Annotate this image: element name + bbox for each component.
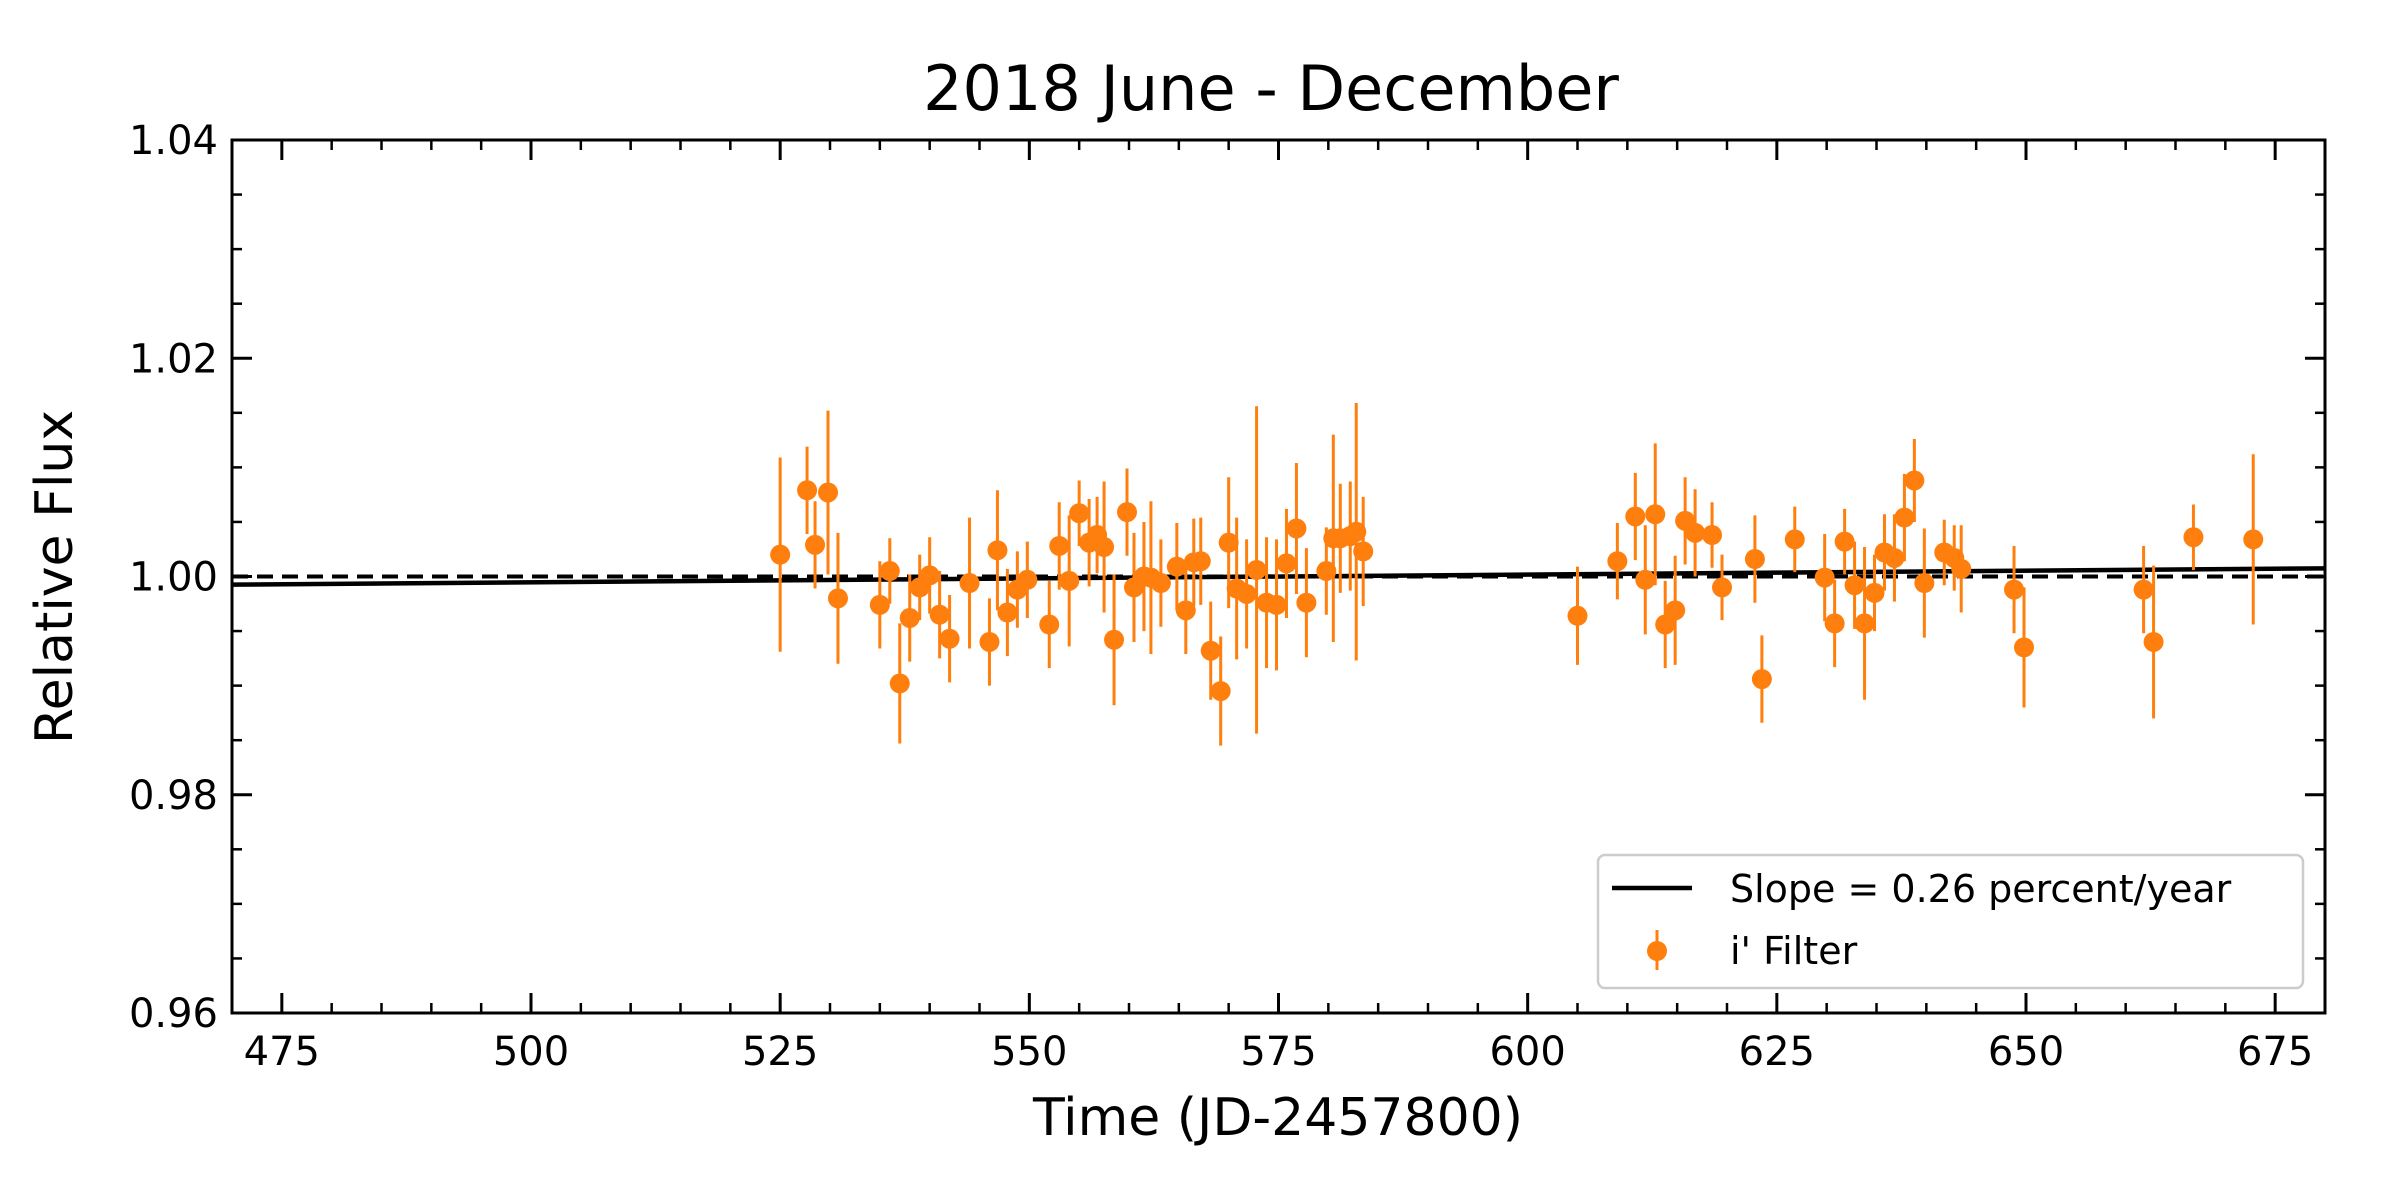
chart-title: 2018 June - December (923, 52, 1619, 125)
plot-area (232, 402, 2325, 746)
data-point (1039, 614, 1060, 635)
data-point (805, 534, 826, 555)
data-point (1712, 577, 1733, 598)
data-point (1017, 569, 1038, 590)
data-point (1166, 556, 1187, 577)
data-point (797, 480, 818, 501)
data-point (1276, 553, 1297, 574)
data-point (1894, 507, 1915, 528)
data-point (919, 565, 940, 586)
y-tick-label: 0.96 (129, 991, 218, 1037)
data-point (1218, 532, 1239, 553)
data-point (1353, 541, 1374, 562)
data-point (1814, 567, 1835, 588)
x-tick-label: 550 (991, 1029, 1067, 1075)
data-point (1296, 592, 1317, 613)
data-point (1854, 613, 1875, 634)
data-point (1904, 470, 1925, 491)
data-point (979, 631, 1000, 652)
data-point (1266, 594, 1287, 615)
x-tick-label: 625 (1739, 1029, 1815, 1075)
data-point (1645, 504, 1666, 525)
axis-ticks: 475 500 525 550 575 600 625 650 675 0.96 0.98 1.00 1… (129, 118, 2325, 1075)
data-point (1236, 583, 1257, 604)
data-point (869, 594, 890, 615)
data-point (1914, 573, 1935, 594)
data-point (959, 573, 980, 594)
data-point (899, 607, 920, 628)
legend-points-swatch (1647, 941, 1667, 961)
data-point (770, 544, 791, 565)
data-point (889, 673, 910, 694)
y-axis-title: Relative Flux (25, 410, 85, 744)
data-point (1751, 669, 1772, 690)
data-point (2243, 529, 2264, 550)
data-point (1316, 561, 1337, 582)
data-point (2143, 631, 2164, 652)
fit-line (232, 566, 2325, 587)
data-point (1951, 558, 1972, 579)
y-tick-label: 1.04 (129, 118, 218, 164)
data-point (1744, 549, 1765, 570)
x-tick-label: 650 (1988, 1029, 2064, 1075)
data-point (818, 482, 839, 503)
data-point (1346, 521, 1367, 542)
data-point (987, 540, 1008, 561)
data-point (2183, 527, 2204, 548)
data-point (1607, 551, 1628, 572)
data-point (1246, 559, 1267, 580)
data-point (1567, 605, 1588, 626)
data-point (929, 604, 950, 625)
data-point (1844, 575, 1865, 596)
x-axis-title: Time (JD-2457800) (1032, 1088, 1523, 1148)
x-tick-label: 475 (244, 1029, 320, 1075)
legend-box (1596, 853, 2305, 990)
data-point (1824, 613, 1845, 634)
data-point (997, 602, 1018, 623)
data-point (1200, 640, 1221, 661)
data-point (1884, 547, 1905, 568)
data-point (939, 628, 960, 649)
data-point (1625, 506, 1646, 527)
data-point (1665, 600, 1686, 621)
data-point (1685, 522, 1706, 543)
data-point (1117, 502, 1138, 523)
data-point (1655, 614, 1676, 635)
data-point (1059, 570, 1080, 591)
data-point (1094, 537, 1115, 558)
data-point (1210, 681, 1231, 702)
data-point (1784, 529, 1805, 550)
data-point (2004, 579, 2025, 600)
data-point (1286, 518, 1307, 539)
legend-fit-label: Slope = 0.26 percent/year (1730, 867, 2232, 911)
x-tick-label: 600 (1489, 1029, 1565, 1075)
data-point (1104, 629, 1125, 650)
data-point (1635, 569, 1656, 590)
data-point (1150, 573, 1171, 594)
x-tick-label: 675 (2237, 1029, 2313, 1075)
x-tick-label: 575 (1240, 1029, 1316, 1075)
data-point (1834, 531, 1855, 552)
data-point (1702, 525, 1723, 546)
data-point (1069, 503, 1090, 524)
data-point (879, 561, 900, 582)
x-tick-label: 500 (493, 1029, 569, 1075)
y-tick-label: 1.02 (129, 336, 218, 382)
data-point (2014, 637, 2035, 658)
x-tick-label: 525 (742, 1029, 818, 1075)
legend-points-label: i' Filter (1730, 929, 1858, 973)
data-point (2133, 579, 2154, 600)
data-point (1864, 582, 1885, 603)
data-point (827, 588, 848, 609)
y-tick-label: 0.98 (129, 773, 218, 819)
legend: Slope = 0.26 percent/year i' Filter (1596, 853, 2305, 990)
data-point (1175, 600, 1196, 621)
data-point (1190, 551, 1211, 572)
y-tick-label: 1.00 (129, 555, 218, 601)
data-point (1049, 535, 1070, 556)
